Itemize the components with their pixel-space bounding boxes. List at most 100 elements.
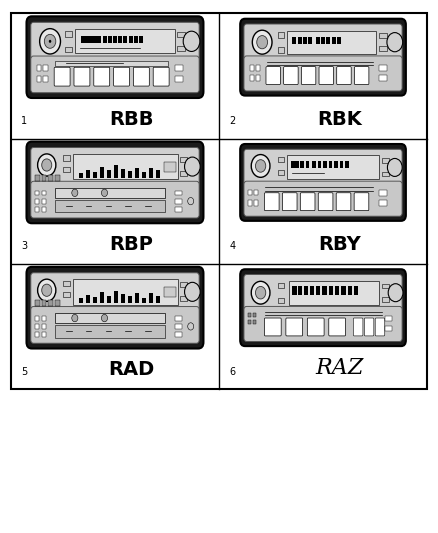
- Bar: [382, 172, 389, 176]
- Bar: [292, 286, 297, 295]
- Bar: [339, 161, 343, 168]
- Bar: [92, 297, 97, 303]
- Bar: [120, 294, 125, 303]
- FancyBboxPatch shape: [265, 318, 281, 336]
- Bar: [148, 168, 153, 178]
- Bar: [306, 161, 309, 168]
- Bar: [43, 76, 48, 82]
- Bar: [35, 324, 39, 329]
- FancyBboxPatch shape: [244, 56, 402, 91]
- Circle shape: [72, 314, 78, 322]
- FancyBboxPatch shape: [31, 22, 199, 60]
- Bar: [323, 161, 327, 168]
- Bar: [332, 37, 336, 44]
- Bar: [334, 161, 338, 168]
- Bar: [42, 316, 46, 321]
- Bar: [278, 283, 284, 288]
- Bar: [175, 66, 183, 71]
- Bar: [312, 161, 316, 168]
- FancyBboxPatch shape: [354, 193, 369, 211]
- FancyBboxPatch shape: [364, 318, 374, 336]
- Bar: [379, 200, 387, 206]
- Bar: [155, 296, 160, 303]
- Bar: [42, 301, 46, 306]
- FancyBboxPatch shape: [153, 67, 169, 86]
- Circle shape: [257, 36, 268, 49]
- Bar: [35, 332, 39, 337]
- Circle shape: [184, 282, 200, 301]
- Bar: [278, 169, 284, 175]
- FancyBboxPatch shape: [300, 193, 315, 211]
- FancyBboxPatch shape: [244, 149, 402, 185]
- Bar: [322, 286, 326, 295]
- Bar: [328, 161, 332, 168]
- FancyBboxPatch shape: [244, 24, 402, 60]
- Bar: [180, 171, 187, 176]
- Bar: [248, 313, 251, 317]
- FancyBboxPatch shape: [354, 67, 369, 85]
- Circle shape: [188, 198, 194, 205]
- Circle shape: [72, 189, 78, 197]
- Bar: [347, 286, 352, 295]
- Bar: [35, 191, 39, 196]
- FancyBboxPatch shape: [240, 144, 406, 221]
- Bar: [175, 332, 181, 337]
- Bar: [65, 47, 72, 52]
- Bar: [78, 298, 83, 303]
- Bar: [382, 284, 389, 288]
- Text: RAZ: RAZ: [315, 357, 364, 379]
- Bar: [254, 190, 258, 195]
- FancyBboxPatch shape: [283, 193, 297, 211]
- Bar: [55, 313, 165, 324]
- Bar: [287, 31, 376, 54]
- FancyBboxPatch shape: [244, 306, 402, 342]
- FancyBboxPatch shape: [337, 67, 351, 85]
- Bar: [43, 66, 48, 71]
- Bar: [321, 37, 325, 44]
- Bar: [248, 200, 252, 206]
- Circle shape: [38, 279, 56, 301]
- Bar: [42, 324, 46, 329]
- Bar: [180, 282, 187, 287]
- Bar: [379, 75, 387, 80]
- Bar: [92, 172, 97, 178]
- Bar: [99, 167, 104, 178]
- Bar: [177, 32, 185, 37]
- Bar: [295, 161, 299, 168]
- Bar: [248, 320, 251, 324]
- Bar: [326, 37, 330, 44]
- FancyBboxPatch shape: [113, 67, 130, 86]
- Bar: [345, 161, 349, 168]
- Bar: [35, 207, 39, 212]
- Bar: [253, 320, 256, 324]
- Bar: [108, 36, 112, 43]
- Bar: [253, 313, 256, 317]
- Bar: [42, 332, 46, 337]
- Circle shape: [102, 314, 108, 322]
- Bar: [55, 175, 60, 181]
- Bar: [118, 36, 122, 43]
- FancyBboxPatch shape: [244, 181, 402, 216]
- Bar: [85, 169, 90, 178]
- Bar: [337, 37, 341, 44]
- FancyBboxPatch shape: [336, 193, 351, 211]
- Bar: [250, 75, 254, 80]
- Bar: [89, 36, 93, 43]
- Circle shape: [252, 30, 272, 54]
- Bar: [278, 298, 284, 303]
- Circle shape: [388, 284, 403, 302]
- Bar: [134, 293, 139, 303]
- Text: 2: 2: [230, 116, 236, 126]
- Bar: [55, 200, 165, 212]
- Bar: [123, 36, 127, 43]
- Bar: [287, 156, 379, 180]
- FancyBboxPatch shape: [31, 273, 199, 311]
- Bar: [308, 37, 312, 44]
- Bar: [379, 46, 387, 51]
- Bar: [99, 292, 104, 303]
- Bar: [55, 188, 165, 198]
- Bar: [304, 286, 308, 295]
- Bar: [106, 296, 111, 303]
- FancyBboxPatch shape: [244, 274, 402, 311]
- Bar: [250, 65, 254, 70]
